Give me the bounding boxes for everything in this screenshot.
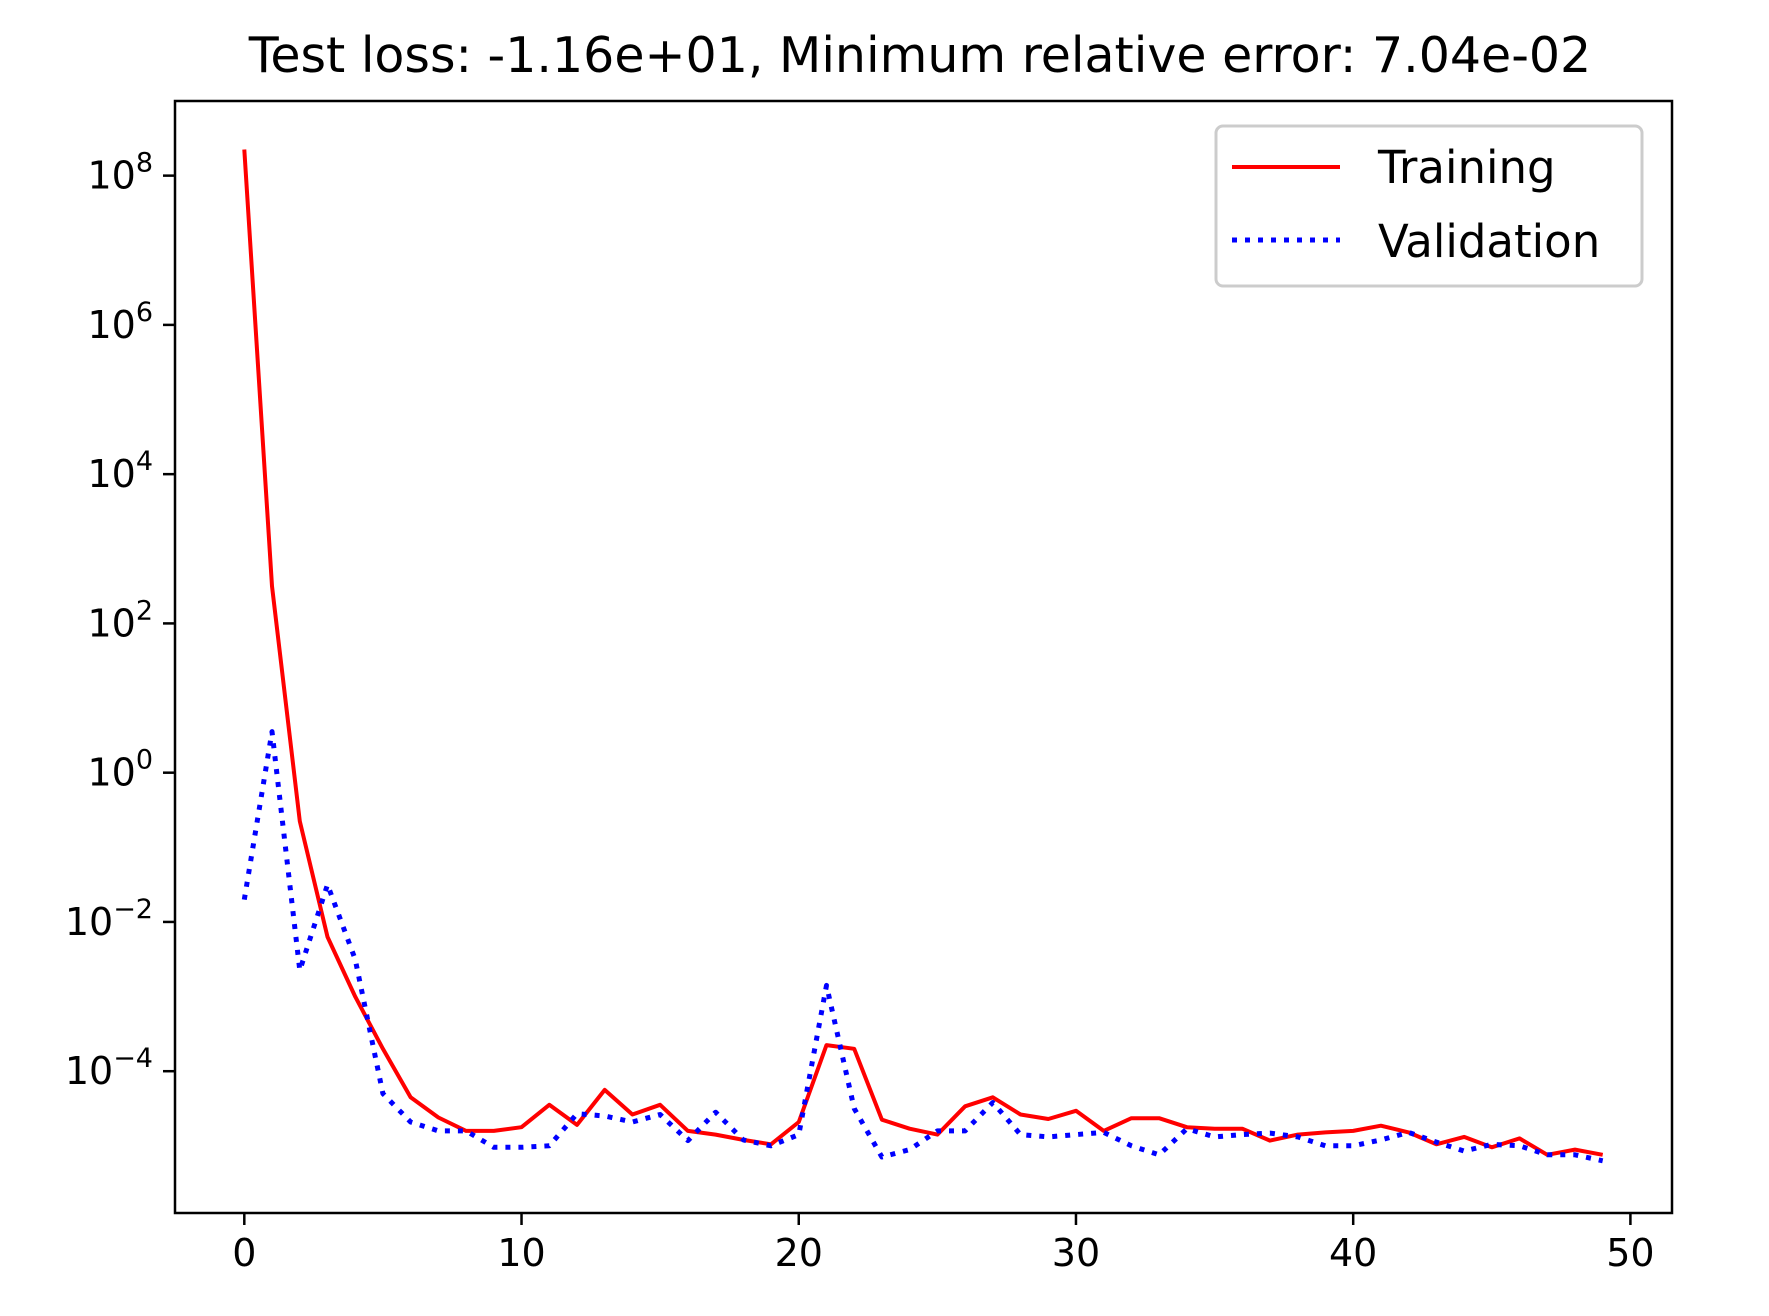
chart-title: Test loss: -1.16e+01, Minimum relative e… bbox=[248, 27, 1591, 84]
y-tick-label: 104 bbox=[87, 446, 153, 496]
x-tick-label: 10 bbox=[497, 1231, 545, 1275]
x-tick-label: 40 bbox=[1329, 1231, 1377, 1275]
y-tick-label: 100 bbox=[87, 745, 153, 795]
plot-area bbox=[241, 149, 1604, 1164]
y-tick-label: 10−2 bbox=[65, 894, 153, 944]
y-tick-label: 108 bbox=[87, 148, 153, 198]
x-tick-label: 30 bbox=[1052, 1231, 1100, 1275]
y-tick-label: 106 bbox=[87, 297, 153, 347]
legend-label-validation: Validation bbox=[1378, 215, 1600, 268]
x-tick-label: 20 bbox=[775, 1231, 823, 1275]
x-tick-label: 0 bbox=[232, 1231, 256, 1275]
y-tick-label: 102 bbox=[87, 595, 153, 645]
axes-frame bbox=[173, 99, 1674, 1215]
x-tick-label: 50 bbox=[1606, 1231, 1654, 1275]
series-line-training bbox=[242, 149, 1604, 1157]
y-tick-label: 10−4 bbox=[65, 1043, 153, 1093]
legend-label-training: Training bbox=[1377, 141, 1556, 194]
legend: Training Validation bbox=[1214, 124, 1644, 288]
series-line-validation bbox=[241, 729, 1604, 1164]
axes: 0 10 20 30 40 50 10−4 10−2 100 102 104 106 108 bbox=[65, 99, 1674, 1275]
